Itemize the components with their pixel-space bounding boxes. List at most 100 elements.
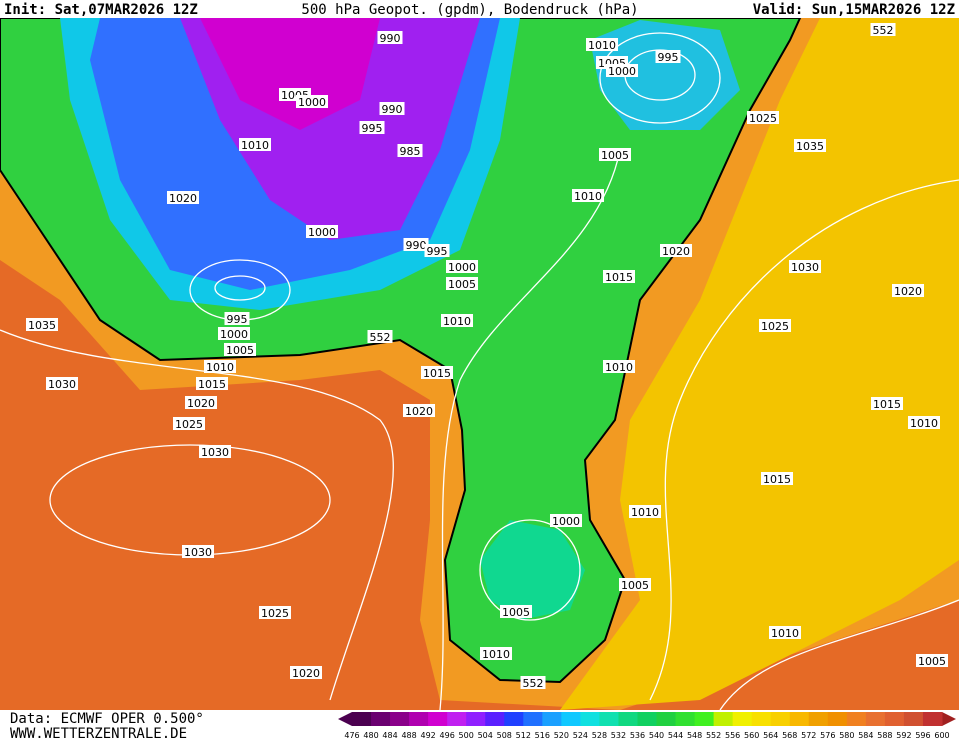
- colorbar-swatch: [352, 712, 372, 726]
- isobar-label: 995: [427, 245, 448, 258]
- isobar-label-box: [290, 666, 322, 679]
- isobar-label-box: [619, 578, 651, 591]
- colorbar-swatch: [903, 712, 924, 726]
- isobar-label-box: [572, 189, 604, 202]
- isobar-label-box: [606, 64, 638, 77]
- colorbar-label: 596: [915, 731, 930, 740]
- colorbar-label: 480: [363, 731, 378, 740]
- isobar-label: 1010: [443, 315, 471, 328]
- colorbar-label: 528: [592, 731, 607, 740]
- isobar-label: 1000: [448, 261, 476, 274]
- isobar-label: 1015: [198, 378, 226, 391]
- colorbar-label: 580: [839, 731, 854, 740]
- colorbar-swatch: [656, 712, 677, 726]
- isobar-label: 990: [382, 103, 403, 116]
- isobar-label: 1035: [796, 140, 824, 153]
- isobar-label: 1005: [448, 278, 476, 291]
- colorbar-swatch: [865, 712, 886, 726]
- site-name: WWW.WETTERZENTRALE.DE: [10, 726, 187, 741]
- isobar-label-box: [550, 514, 582, 527]
- colorbar-label: 592: [896, 731, 911, 740]
- colorbar-swatch: [884, 712, 905, 726]
- isobar-label-box: [761, 472, 793, 485]
- isobar-label: 1020: [405, 405, 433, 418]
- isobar-label: 1010: [206, 361, 234, 374]
- isobar-label: 1035: [28, 319, 56, 332]
- isobar: [439, 149, 621, 711]
- isobar-label: 985: [400, 145, 421, 158]
- colorbar-swatch: [922, 712, 943, 726]
- isobar-label: 990: [380, 32, 401, 45]
- isobar-label-box: [403, 404, 435, 417]
- colorbar-swatch: [466, 712, 486, 726]
- colorbar-swatch: [846, 712, 867, 726]
- isobar: [479, 519, 581, 621]
- isobar-label-box: [446, 277, 478, 290]
- colorbar-label: 540: [649, 731, 664, 740]
- isobar-label-box: [167, 191, 199, 204]
- colorbar-label: 496: [440, 731, 455, 740]
- isobar-label: 1005: [918, 655, 946, 668]
- colorbar-swatch: [371, 712, 391, 726]
- isobar-label: 1015: [873, 398, 901, 411]
- colorbar-label: 516: [535, 731, 550, 740]
- isobar-label-box: [185, 396, 217, 409]
- colorbar-swatch: [713, 712, 734, 726]
- colorbar-arrow-left: [338, 712, 352, 726]
- isobar-label-box: [421, 366, 453, 379]
- field-magenta: [200, 18, 380, 130]
- colorbar-label: 536: [630, 731, 645, 740]
- isobar-label-box: [26, 318, 58, 331]
- isobar-label: 1030: [184, 546, 212, 559]
- isobar-label-box: [870, 23, 896, 36]
- isobar-label: 1005: [601, 149, 629, 162]
- isobar-label-box: [359, 121, 385, 134]
- isobar-label-box: [259, 606, 291, 619]
- isobar-label: 1025: [175, 418, 203, 431]
- isobar-label-box: [892, 284, 924, 297]
- isobar-label-box: [377, 31, 403, 44]
- isobar-label: 552: [523, 677, 544, 690]
- colorbar-label: 512: [516, 731, 531, 740]
- isobar-label: 995: [658, 51, 679, 64]
- isobar-label: 1005: [621, 579, 649, 592]
- isobar-label-box: [655, 50, 681, 63]
- colorbar-swatch: [409, 712, 429, 726]
- isobar-label: 1010: [574, 190, 602, 203]
- isobar-label-box: [500, 605, 532, 618]
- colorbar-swatch: [732, 712, 753, 726]
- isobar-label: 1020: [662, 245, 690, 258]
- isobar-label: 1000: [308, 226, 336, 239]
- isobar-label-box: [239, 138, 271, 151]
- isobar-label: 1000: [220, 328, 248, 341]
- colorbar-swatch: [504, 712, 524, 726]
- colorbar-swatch: [428, 712, 448, 726]
- colorbar-label: 564: [763, 731, 778, 740]
- colorbar-label: 556: [725, 731, 740, 740]
- colorbar-swatch: [447, 712, 467, 726]
- isobar-label-box: [367, 330, 393, 343]
- isobar-label-box: [379, 102, 405, 115]
- isobar-label: 995: [227, 313, 248, 326]
- isobar-label-box: [769, 626, 801, 639]
- isobar-label: 1000: [298, 96, 326, 109]
- isobar-label-box: [218, 327, 250, 340]
- field-yellow: [560, 18, 959, 710]
- valid-label: Valid: Sun,15MAR2026 12Z: [753, 2, 955, 18]
- isobar-label-box: [204, 360, 236, 373]
- isobar-label-box: [794, 139, 826, 152]
- field-cyan-low: [590, 20, 740, 130]
- isobar-label-box: [296, 95, 328, 108]
- colorbar-arrow-right: [942, 712, 956, 726]
- colorbar-label: 500: [459, 731, 474, 740]
- field-teal: [480, 520, 585, 620]
- isobar-label-box: [759, 319, 791, 332]
- colorbar-label: 488: [401, 731, 416, 740]
- isobar-label-box: [397, 144, 423, 157]
- data-source: Data: ECMWF OPER 0.500°: [10, 711, 204, 727]
- colorbar-swatch: [485, 712, 505, 726]
- init-label: Init: Sat,07MAR2026 12Z: [4, 2, 198, 18]
- isobar-label: 1030: [48, 378, 76, 391]
- isobar: [214, 275, 266, 301]
